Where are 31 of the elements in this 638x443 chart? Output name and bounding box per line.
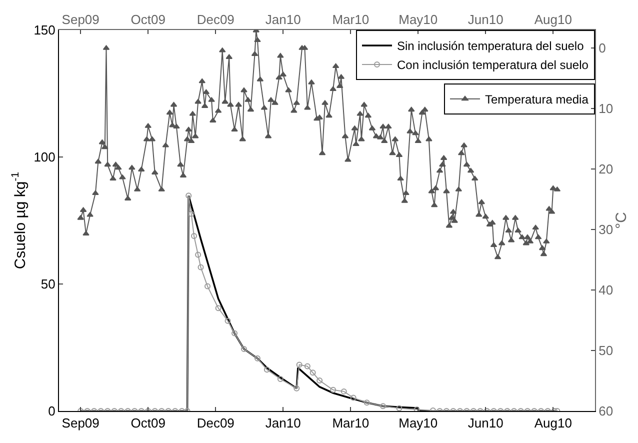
y-tick-label: 50 [40, 276, 56, 292]
legend-label: Con inclusión temperatura del suelo [397, 58, 589, 72]
y2-tick-label: 60 [598, 404, 614, 419]
x-tick-label: Jun10 [468, 12, 504, 27]
x-tick-label: Sep09 [62, 12, 100, 27]
y2-tick-label: 20 [598, 162, 614, 177]
y-tick-label: 100 [34, 150, 56, 165]
x-tick-label: Dec09 [196, 12, 234, 27]
x2-tick-label: Jun10 [468, 416, 504, 431]
x-tick-label: Oct09 [130, 12, 166, 27]
y2-tick-label: 10 [598, 101, 614, 116]
x-tick-label: Jan10 [265, 12, 301, 27]
y2-axis-title: °C [613, 212, 630, 229]
y2-tick-label: 40 [598, 282, 614, 298]
x2-tick-label: Aug10 [534, 416, 572, 431]
y-tick-label: 150 [34, 22, 56, 38]
x-tick-label: Aug10 [534, 12, 572, 27]
legend-label: Sin inclusión temperatura del suelo [397, 39, 584, 54]
x2-tick-label: May10 [398, 416, 438, 431]
y2-tick-label: 0 [598, 40, 606, 56]
x-tick-label: May10 [398, 12, 438, 27]
x2-tick-label: Sep09 [62, 416, 100, 431]
y2-tick-label: 30 [598, 222, 614, 238]
legend-label: Temperatura media [485, 92, 589, 107]
x2-tick-label: Jan10 [265, 416, 301, 431]
y-tick-label: 0 [48, 404, 56, 419]
x2-tick-label: Oct09 [130, 416, 166, 431]
x2-tick-label: Dec09 [196, 416, 234, 431]
x-tick-label: Mar10 [332, 12, 370, 27]
x2-tick-label: Mar10 [332, 416, 370, 431]
y2-tick-label: 50 [598, 343, 614, 358]
